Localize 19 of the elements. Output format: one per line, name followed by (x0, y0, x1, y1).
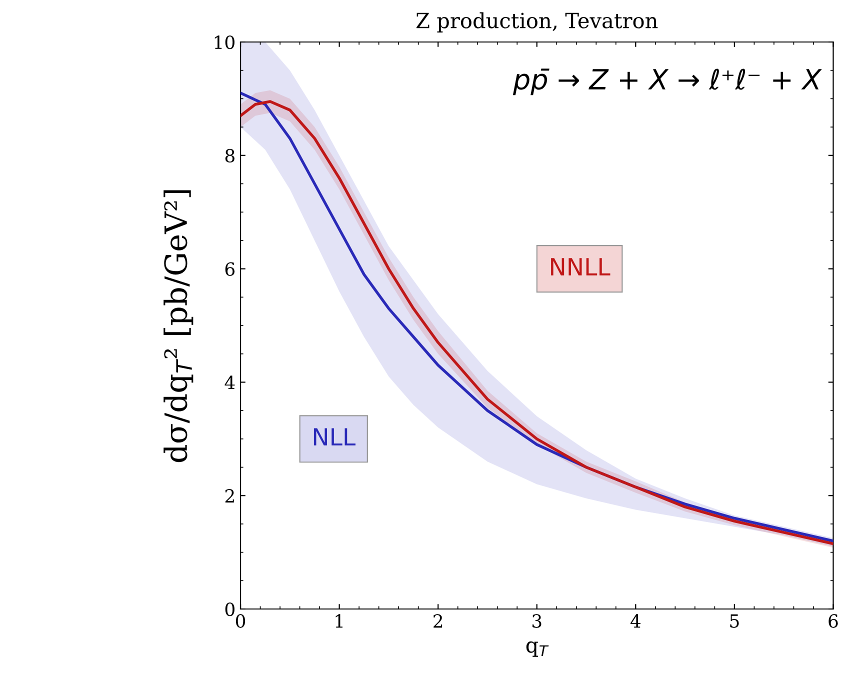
y-tick-label: 0 (225, 602, 234, 616)
x-tick-label: 4 (630, 614, 640, 628)
x-tick-label: 1 (336, 614, 342, 628)
x-tick-label: 0 (236, 614, 246, 628)
chart-title: Z production, Tevatron (416, 12, 658, 32)
annotation: pp̄ → Z + X → ℓ⁺ℓ⁻ + X (512, 68, 822, 96)
y-tick-label: 10 (214, 35, 234, 50)
y-tick-label: 8 (225, 148, 234, 163)
x-tick-label: 5 (730, 614, 739, 628)
y-tick-label: 2 (225, 489, 234, 502)
text: NNLL (551, 258, 610, 276)
y-tick-label: 4 (224, 376, 235, 390)
y-axis-title: dσ/dq$_{T}$² [pb/GeV²] (164, 190, 194, 462)
x-tick-label: 6 (828, 614, 838, 628)
x-axis-title: q$_{T}$ (526, 641, 549, 657)
text: NLL (314, 428, 356, 446)
x-tick-label: 3 (532, 614, 542, 628)
x-tick-label: 2 (434, 614, 442, 628)
y-tick-label: 6 (225, 262, 235, 276)
